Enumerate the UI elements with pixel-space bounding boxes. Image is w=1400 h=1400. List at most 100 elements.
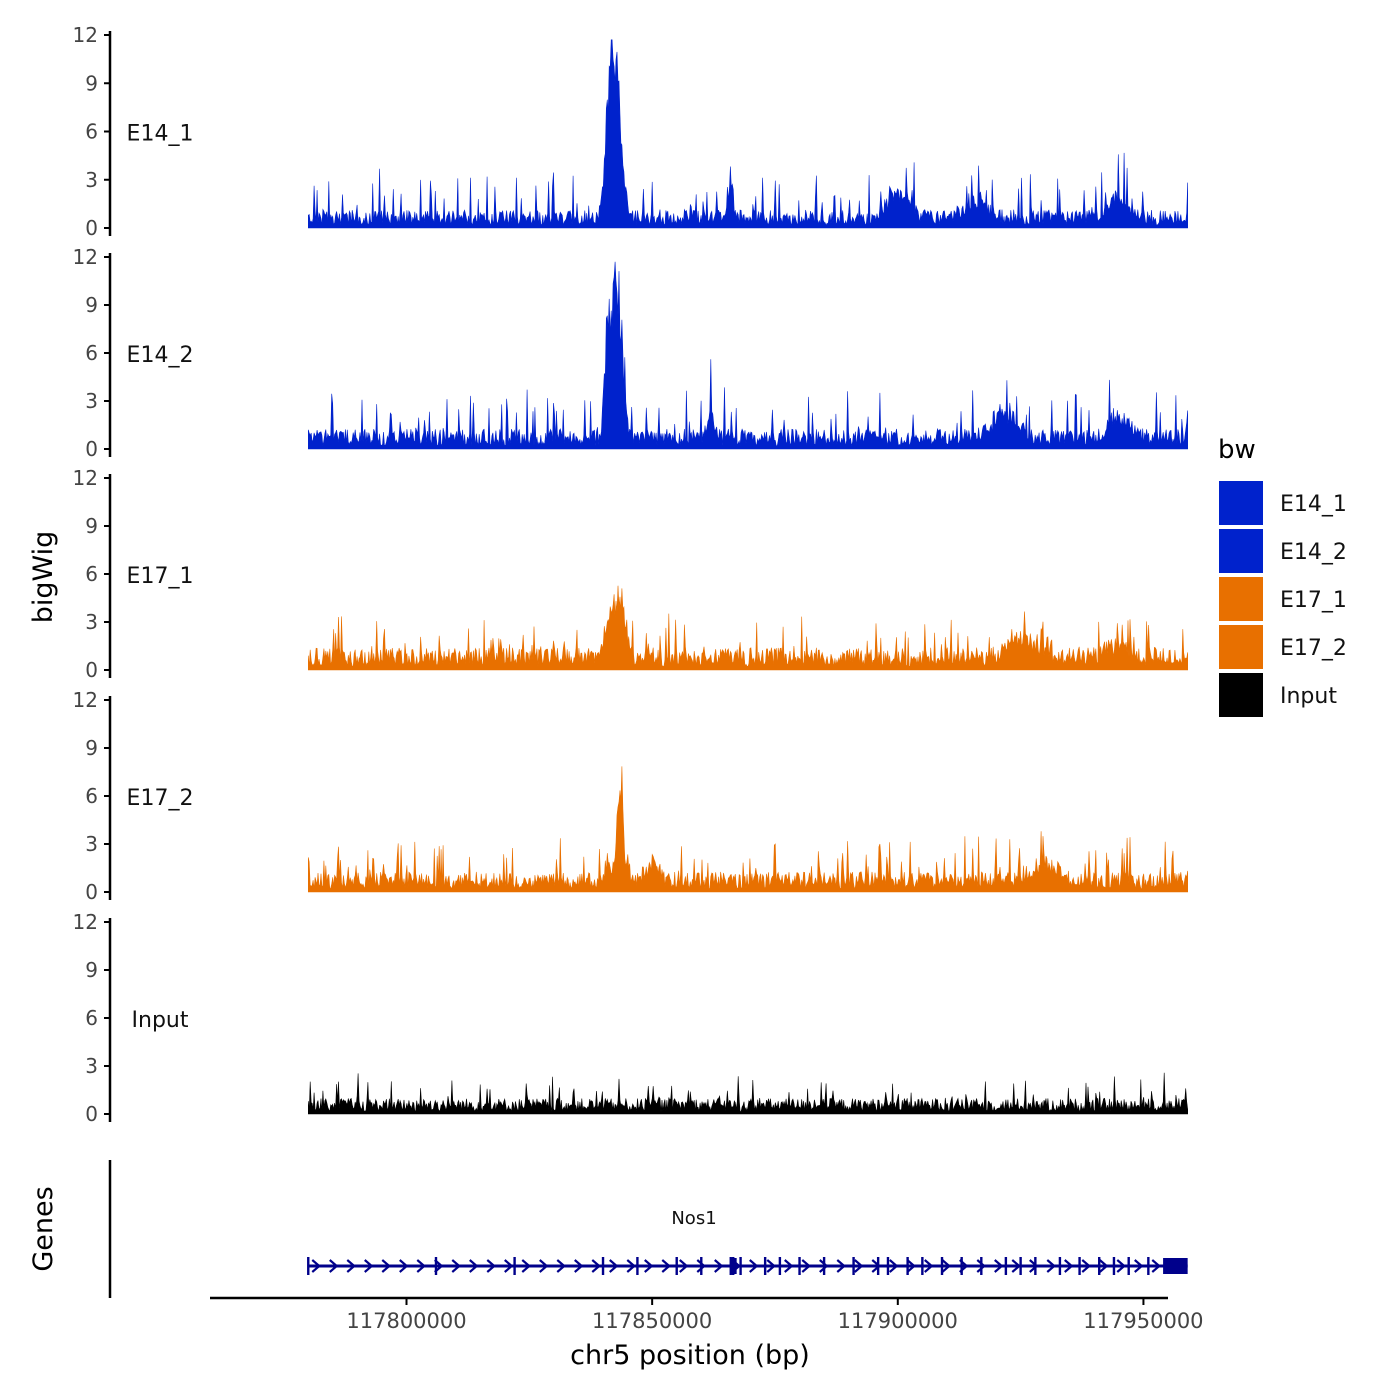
y-tick-label: 0 [85,658,98,682]
strand-arrow [574,1259,584,1273]
y-tick-label: 0 [85,880,98,904]
legend-label: E14_2 [1280,540,1347,565]
strand-arrow [364,1259,374,1273]
y-tick-label: 12 [73,910,98,934]
strand-arrow [836,1259,846,1273]
strand-arrow [941,1259,951,1273]
track-e14-2: 0 3 6 9 12 E14_2 [73,245,1188,461]
genes-panel-title: Genes [28,1186,59,1271]
y-tick-label: 12 [73,23,98,47]
strand-arrow [381,1259,391,1273]
strand-arrow [696,1259,706,1273]
gene-exon [822,1257,826,1275]
y-tick-label: 9 [85,293,98,317]
track-e17-1: 0 3 6 9 12 E17_1 [73,466,1188,682]
y-tick-label: 9 [85,736,98,760]
strand-arrow [1151,1259,1161,1273]
y-tick-label: 12 [73,466,98,490]
strand-arrow [329,1259,339,1273]
gene-exon [513,1257,516,1275]
strand-arrow [1046,1259,1056,1273]
gene-exon [700,1257,703,1275]
gene-exon [636,1257,639,1275]
legend-swatch [1219,625,1263,669]
genes-panel: Nos1 [108,1160,1188,1298]
y-tick-label: 9 [85,514,98,538]
signal-area [308,766,1188,893]
gene-exon [921,1257,924,1275]
strand-arrow [784,1259,794,1273]
gene-exon [1112,1257,1116,1275]
legend-label: Input [1280,684,1337,709]
strand-arrow [1099,1259,1109,1273]
y-tick-label: 3 [85,610,98,634]
legend-label: E17_1 [1280,588,1347,613]
legend-label: E14_1 [1280,492,1347,517]
gene-exon [1098,1257,1101,1275]
gene-block [730,1258,737,1274]
strand-arrow [399,1259,409,1273]
gene-exon [1019,1257,1022,1275]
strand-arrow [924,1259,934,1273]
strand-arrow [1064,1259,1074,1273]
strand-arrow [1116,1259,1126,1273]
y-tick-label: 6 [85,341,98,365]
legend-title: bw [1218,435,1256,465]
legend: bw E14_1 E14_2 E17_1 E17_2 Input [1218,435,1347,717]
gene-exon [906,1257,909,1275]
y-tick-label: 9 [85,958,98,982]
legend-swatch [1219,673,1263,717]
y-tick-label: 0 [85,437,98,461]
strand-arrow [976,1259,986,1273]
strand-arrow [644,1259,654,1273]
gene-exon [1147,1257,1150,1275]
strand-arrow [749,1259,759,1273]
strand-arrow [504,1259,514,1273]
strand-arrow [539,1259,549,1273]
gene-exon [739,1257,742,1275]
y-tick-label: 6 [85,1006,98,1030]
y-tick-label: 9 [85,71,98,95]
track-label: E14_1 [127,122,194,147]
strand-arrow [416,1259,426,1273]
y-tick-label: 6 [85,120,98,144]
strand-arrow [1011,1259,1021,1273]
gene-exon [852,1257,855,1275]
strand-arrow [854,1259,864,1273]
y-tick-label: 6 [85,784,98,808]
gene-block [1163,1258,1188,1274]
strand-arrow [819,1259,829,1273]
gene-exon [886,1257,890,1275]
y-tick-label: 3 [85,168,98,192]
gene-exon [1034,1257,1037,1275]
track-e14-1: 0 3 6 9 12 E14_1 [73,23,1188,240]
track-e17-2: 0 3 6 9 12 E17_2 [73,688,1188,904]
x-tick-label: 117900000 [838,1309,958,1333]
gene-exon [1078,1257,1081,1275]
y-tick-label: 0 [85,216,98,240]
strand-arrow [486,1259,496,1273]
strand-arrow [469,1259,479,1273]
gene-exon [980,1257,983,1275]
y-tick-label: 3 [85,832,98,856]
gene-exon [940,1257,944,1275]
signal-area [308,261,1188,450]
strand-arrow [661,1259,671,1273]
legend-swatch [1219,577,1263,621]
x-axis-title: chr5 position (bp) [570,1340,810,1371]
strand-arrow [451,1259,461,1273]
strand-arrow [801,1259,811,1273]
gene-exon [434,1257,438,1275]
legend-swatch [1219,481,1263,525]
strand-arrow [346,1259,356,1273]
track-label: Input [132,1008,189,1033]
x-tick-label: 117950000 [1083,1309,1203,1333]
gene-exon [601,1257,605,1275]
y-tick-label: 3 [85,1054,98,1078]
gene-name-label: Nos1 [671,1208,716,1229]
strand-arrow [906,1259,916,1273]
signal-area [308,1072,1188,1115]
strand-arrow [1029,1259,1039,1273]
strand-arrow [556,1259,566,1273]
